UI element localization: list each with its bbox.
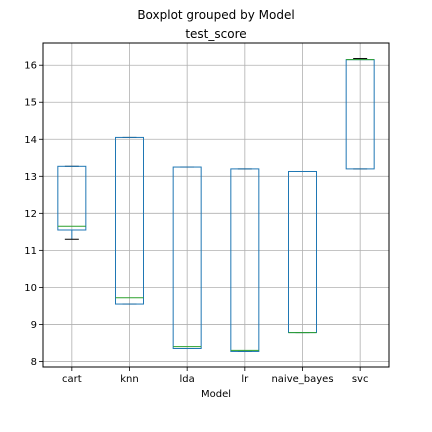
x-tick-label: lr <box>241 374 249 385</box>
box-series <box>57 58 375 352</box>
box-lda <box>172 166 202 349</box>
box-lr <box>230 168 260 352</box>
iqr-box <box>172 166 202 349</box>
box-svc <box>345 58 375 170</box>
axes-title: test_score <box>185 27 246 41</box>
iqr-box <box>57 165 87 231</box>
figure-suptitle: Boxplot grouped by Model <box>137 8 294 22</box>
x-tick-label: svc <box>352 374 369 385</box>
y-tick-label: 13 <box>24 172 37 183</box>
x-tick-label: lda <box>180 374 195 385</box>
y-tick-label: 9 <box>31 320 37 331</box>
x-tick-label: cart <box>62 374 82 385</box>
y-tick-label: 12 <box>24 209 37 220</box>
iqr-box <box>230 168 260 352</box>
x-tick-label: naive_bayes <box>271 374 333 385</box>
grid-lines <box>43 43 389 367</box>
box-naive_bayes <box>288 170 317 334</box>
box-knn <box>115 136 144 305</box>
y-tick-label: 8 <box>31 357 37 368</box>
y-tick-label: 16 <box>24 61 37 72</box>
y-tick-label: 10 <box>24 283 37 294</box>
x-axis-label: Model <box>201 389 231 400</box>
x-tick-label: knn <box>120 374 138 385</box>
iqr-box <box>115 136 144 305</box>
plot-frame <box>42 42 390 368</box>
y-tick-label: 11 <box>24 246 37 257</box>
x-axis: cart knn lda lr naive_bayes svc <box>62 367 368 385</box>
box-cart <box>57 165 87 240</box>
y-axis: 8 9 10 11 12 13 14 15 16 <box>24 61 43 368</box>
y-tick-label: 15 <box>24 98 37 109</box>
y-tick-label: 14 <box>24 135 37 146</box>
